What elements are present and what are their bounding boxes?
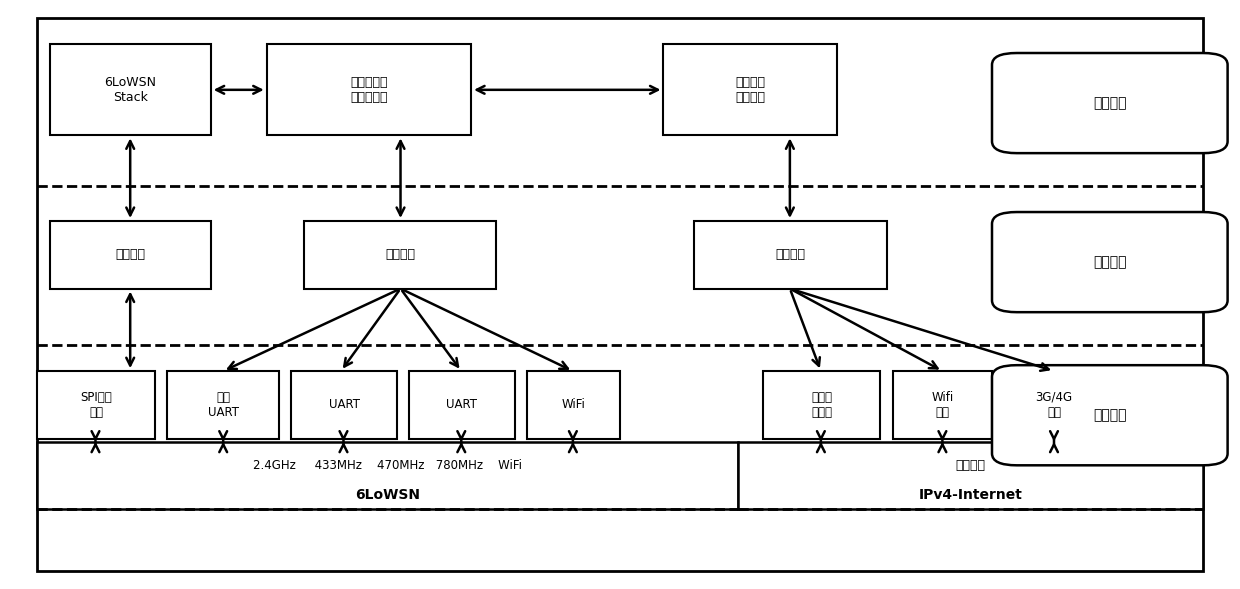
Text: 6LoWSN
Stack: 6LoWSN Stack (104, 76, 156, 104)
Bar (167, 371, 279, 439)
Text: IPv4-Internet: IPv4-Internet (919, 488, 1022, 502)
Bar (304, 221, 496, 289)
Text: UART: UART (446, 398, 477, 412)
Text: 多通道采集
及通道标识: 多通道采集 及通道标识 (350, 76, 388, 104)
Text: 6LoWSN: 6LoWSN (355, 488, 420, 502)
Text: 设备驱动: 设备驱动 (775, 248, 806, 262)
Bar (37, 442, 738, 509)
Text: UART: UART (329, 398, 360, 412)
Bar (50, 44, 211, 135)
Text: 用户空间: 用户空间 (1092, 96, 1127, 110)
Bar (1004, 371, 1104, 439)
Text: 设备驱动: 设备驱动 (384, 248, 415, 262)
Bar (50, 221, 211, 289)
Bar (663, 44, 837, 135)
Bar (527, 371, 620, 439)
Text: SPI驱动
射频: SPI驱动 射频 (81, 391, 112, 419)
Text: 内核空间: 内核空间 (1092, 255, 1127, 269)
FancyBboxPatch shape (992, 53, 1228, 153)
Bar (291, 371, 397, 439)
Bar (409, 371, 515, 439)
Text: 以太网
适配器: 以太网 适配器 (811, 391, 832, 419)
Text: 交换设备: 交换设备 (955, 459, 986, 472)
Bar (267, 44, 471, 135)
Text: 2.4GHz     433MHz    470MHz   780MHz    WiFi: 2.4GHz 433MHz 470MHz 780MHz WiFi (253, 459, 522, 472)
Text: 协议适配
地址转换: 协议适配 地址转换 (735, 76, 765, 104)
Text: WiFi: WiFi (562, 398, 585, 412)
Bar (694, 221, 887, 289)
Bar (37, 371, 155, 439)
Bar (893, 371, 992, 439)
Text: 设备驱动: 设备驱动 (115, 248, 145, 262)
FancyBboxPatch shape (992, 365, 1228, 465)
Text: 多路
UART: 多路 UART (207, 391, 238, 419)
Text: Wifi
网卡: Wifi 网卡 (931, 391, 954, 419)
Bar (738, 442, 1203, 509)
Text: 3G/4G
网卡: 3G/4G 网卡 (1035, 391, 1073, 419)
Bar (763, 371, 880, 439)
Text: 硬件外设: 硬件外设 (1092, 408, 1127, 422)
FancyBboxPatch shape (992, 212, 1228, 312)
